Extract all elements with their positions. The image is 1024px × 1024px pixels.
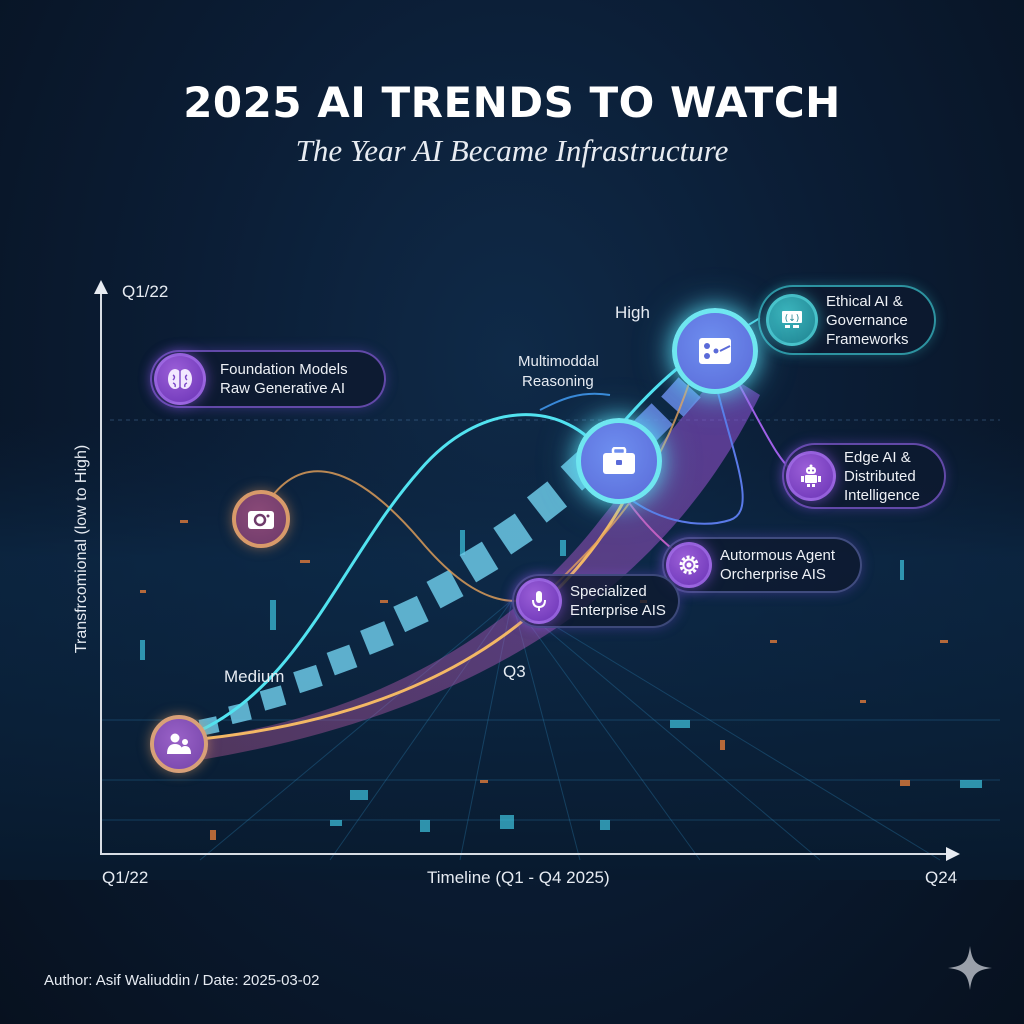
x-axis-end-label: Q24 bbox=[925, 868, 958, 887]
trend-edge-ai[interactable]: Edge AI & Distributed Intelligence bbox=[782, 443, 946, 509]
dashboard-icon bbox=[699, 338, 731, 364]
y-axis-title: Transfrcomional (low to High) bbox=[73, 444, 90, 654]
y-axis-top-label: Q1/22 bbox=[122, 282, 169, 301]
trend-foundation-models[interactable]: Foundation Models Raw Generative AI bbox=[150, 350, 386, 408]
x-axis-start-label: Q1/22 bbox=[102, 868, 149, 887]
monitor-icon: (↓) bbox=[766, 294, 818, 346]
brain-icon bbox=[154, 353, 206, 405]
gear-icon bbox=[666, 542, 712, 588]
trend-title: Autormous Agent bbox=[720, 547, 836, 564]
milestone-start-node[interactable] bbox=[150, 715, 208, 773]
multimodal-line2: Reasoning bbox=[522, 373, 594, 390]
robot-icon bbox=[786, 451, 836, 501]
x-axis-arrow-icon bbox=[946, 847, 960, 861]
trend-subtitle: Raw Generative AI bbox=[220, 380, 346, 397]
trend-subtitle: Distributed bbox=[844, 467, 916, 485]
milestone-camera-node[interactable] bbox=[232, 490, 290, 548]
page-subtitle: The Year AI Became Infrastructure bbox=[295, 133, 729, 168]
trend-title: Specialized bbox=[570, 583, 647, 600]
sparkle-icon bbox=[948, 946, 992, 990]
multimodal-line1: Multimoddal bbox=[518, 353, 599, 370]
camera-icon bbox=[248, 511, 274, 529]
trend-title: Edge AI & bbox=[844, 448, 911, 466]
trend-subtitle-2: Frameworks bbox=[826, 330, 909, 348]
page-title: 2025 AI TRENDS TO WATCH bbox=[183, 78, 841, 127]
briefcase-icon bbox=[603, 447, 635, 474]
trend-subtitle: Enterprise AIS bbox=[570, 602, 666, 619]
medium-label: Medium bbox=[224, 667, 285, 686]
trend-subtitle-2: Intelligence bbox=[844, 486, 920, 504]
trend-specialized-enterprise[interactable]: Specialized Enterprise AIS bbox=[512, 574, 680, 628]
trend-autonomous-agent[interactable]: Autormous Agent Orcherprise AIS bbox=[662, 537, 862, 593]
svg-text:(↓): (↓) bbox=[785, 314, 800, 324]
x-axis bbox=[100, 853, 948, 855]
milestone-high-node[interactable] bbox=[672, 308, 758, 394]
trend-title: Foundation Models bbox=[220, 361, 348, 378]
y-axis bbox=[100, 290, 102, 855]
trend-subtitle: Governance bbox=[826, 311, 908, 329]
y-axis-arrow-icon bbox=[94, 280, 108, 294]
x-axis-title: Timeline (Q1 - Q4 2025) bbox=[427, 868, 610, 887]
microphone-icon bbox=[516, 578, 562, 624]
high-label: High bbox=[615, 303, 650, 322]
author-credit: Author: Asif Waliuddin / Date: 2025-03-0… bbox=[44, 972, 320, 989]
multimodal-reasoning-label: Multimoddal Reasoning bbox=[518, 352, 599, 392]
trend-title: Ethical AI & bbox=[826, 292, 903, 310]
milestone-multimodal-node[interactable] bbox=[576, 418, 662, 504]
trend-ethical-ai[interactable]: (↓) Ethical AI & Governance Frameworks bbox=[758, 285, 936, 355]
trend-subtitle: Orcherprise AIS bbox=[720, 566, 826, 583]
users-icon bbox=[167, 733, 191, 754]
q3-label: Q3 bbox=[503, 662, 526, 681]
